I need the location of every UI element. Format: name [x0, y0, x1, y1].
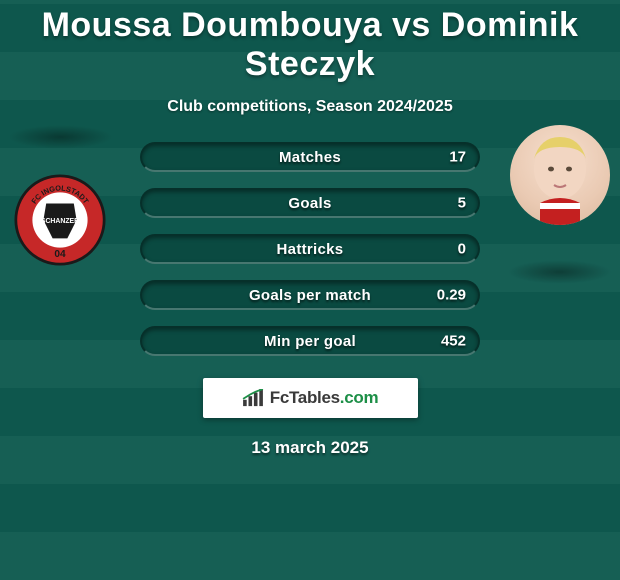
- face-icon: [510, 125, 610, 225]
- stat-label: Min per goal: [264, 333, 356, 350]
- club-badge-icon: SCHANZER FC INGOLSTADT 04: [14, 174, 106, 266]
- brand-label: FcTables.com: [270, 388, 379, 408]
- badge-text-bottom: SCHANZER: [41, 218, 79, 225]
- player-left-shadow: [8, 125, 113, 149]
- stat-label: Goals per match: [249, 287, 371, 304]
- player-right-avatar: [510, 125, 610, 225]
- player-left-badge: SCHANZER FC INGOLSTADT 04: [10, 170, 110, 270]
- stat-value-right: 452: [441, 333, 466, 350]
- stat-label: Matches: [279, 149, 341, 166]
- date-label: 13 march 2025: [0, 438, 620, 458]
- stat-value-right: 0: [458, 241, 466, 258]
- stat-value-right: 17: [449, 149, 466, 166]
- badge-number: 04: [54, 249, 66, 260]
- bar-chart-icon: [242, 389, 264, 407]
- page-title: Moussa Doumbouya vs Dominik Steczyk: [0, 0, 620, 84]
- stat-value-right: 0.29: [437, 287, 466, 304]
- stat-row: Matches 17: [140, 142, 480, 172]
- subtitle: Club competitions, Season 2024/2025: [0, 98, 620, 116]
- brand-box[interactable]: FcTables.com: [203, 378, 418, 418]
- stats-list: Matches 17 Goals 5 Hattricks 0 Goals per match…: [140, 142, 480, 356]
- stat-row: Min per goal 452: [140, 326, 480, 356]
- stat-row: Goals per match 0.29: [140, 280, 480, 310]
- stat-label: Goals: [288, 195, 331, 212]
- player-right-shadow: [507, 260, 612, 284]
- stat-row: Goals 5: [140, 188, 480, 218]
- stat-value-right: 5: [458, 195, 466, 212]
- stat-row: Hattricks 0: [140, 234, 480, 264]
- stat-label: Hattricks: [277, 241, 344, 258]
